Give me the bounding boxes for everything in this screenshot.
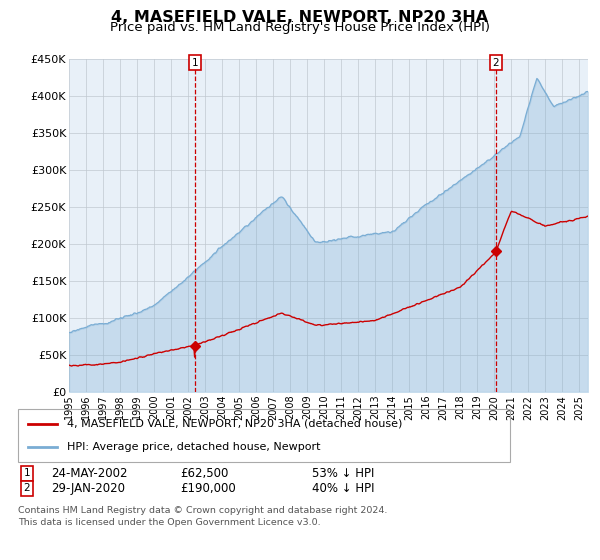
Text: Price paid vs. HM Land Registry's House Price Index (HPI): Price paid vs. HM Land Registry's House … <box>110 21 490 34</box>
Text: 53% ↓ HPI: 53% ↓ HPI <box>312 466 374 480</box>
Text: Contains HM Land Registry data © Crown copyright and database right 2024.: Contains HM Land Registry data © Crown c… <box>18 506 388 515</box>
Text: 1: 1 <box>23 468 31 478</box>
Text: £190,000: £190,000 <box>180 482 236 495</box>
Text: 4, MASEFIELD VALE, NEWPORT, NP20 3HA: 4, MASEFIELD VALE, NEWPORT, NP20 3HA <box>112 10 488 25</box>
Text: 4, MASEFIELD VALE, NEWPORT, NP20 3HA (detached house): 4, MASEFIELD VALE, NEWPORT, NP20 3HA (de… <box>67 419 403 429</box>
Text: 40% ↓ HPI: 40% ↓ HPI <box>312 482 374 495</box>
Text: 2: 2 <box>493 58 499 68</box>
Text: 1: 1 <box>191 58 198 68</box>
Text: This data is licensed under the Open Government Licence v3.0.: This data is licensed under the Open Gov… <box>18 518 320 527</box>
Text: 2: 2 <box>23 483 31 493</box>
Text: HPI: Average price, detached house, Newport: HPI: Average price, detached house, Newp… <box>67 442 320 452</box>
Text: 29-JAN-2020: 29-JAN-2020 <box>51 482 125 495</box>
Text: 24-MAY-2002: 24-MAY-2002 <box>51 466 128 480</box>
Text: £62,500: £62,500 <box>180 466 229 480</box>
